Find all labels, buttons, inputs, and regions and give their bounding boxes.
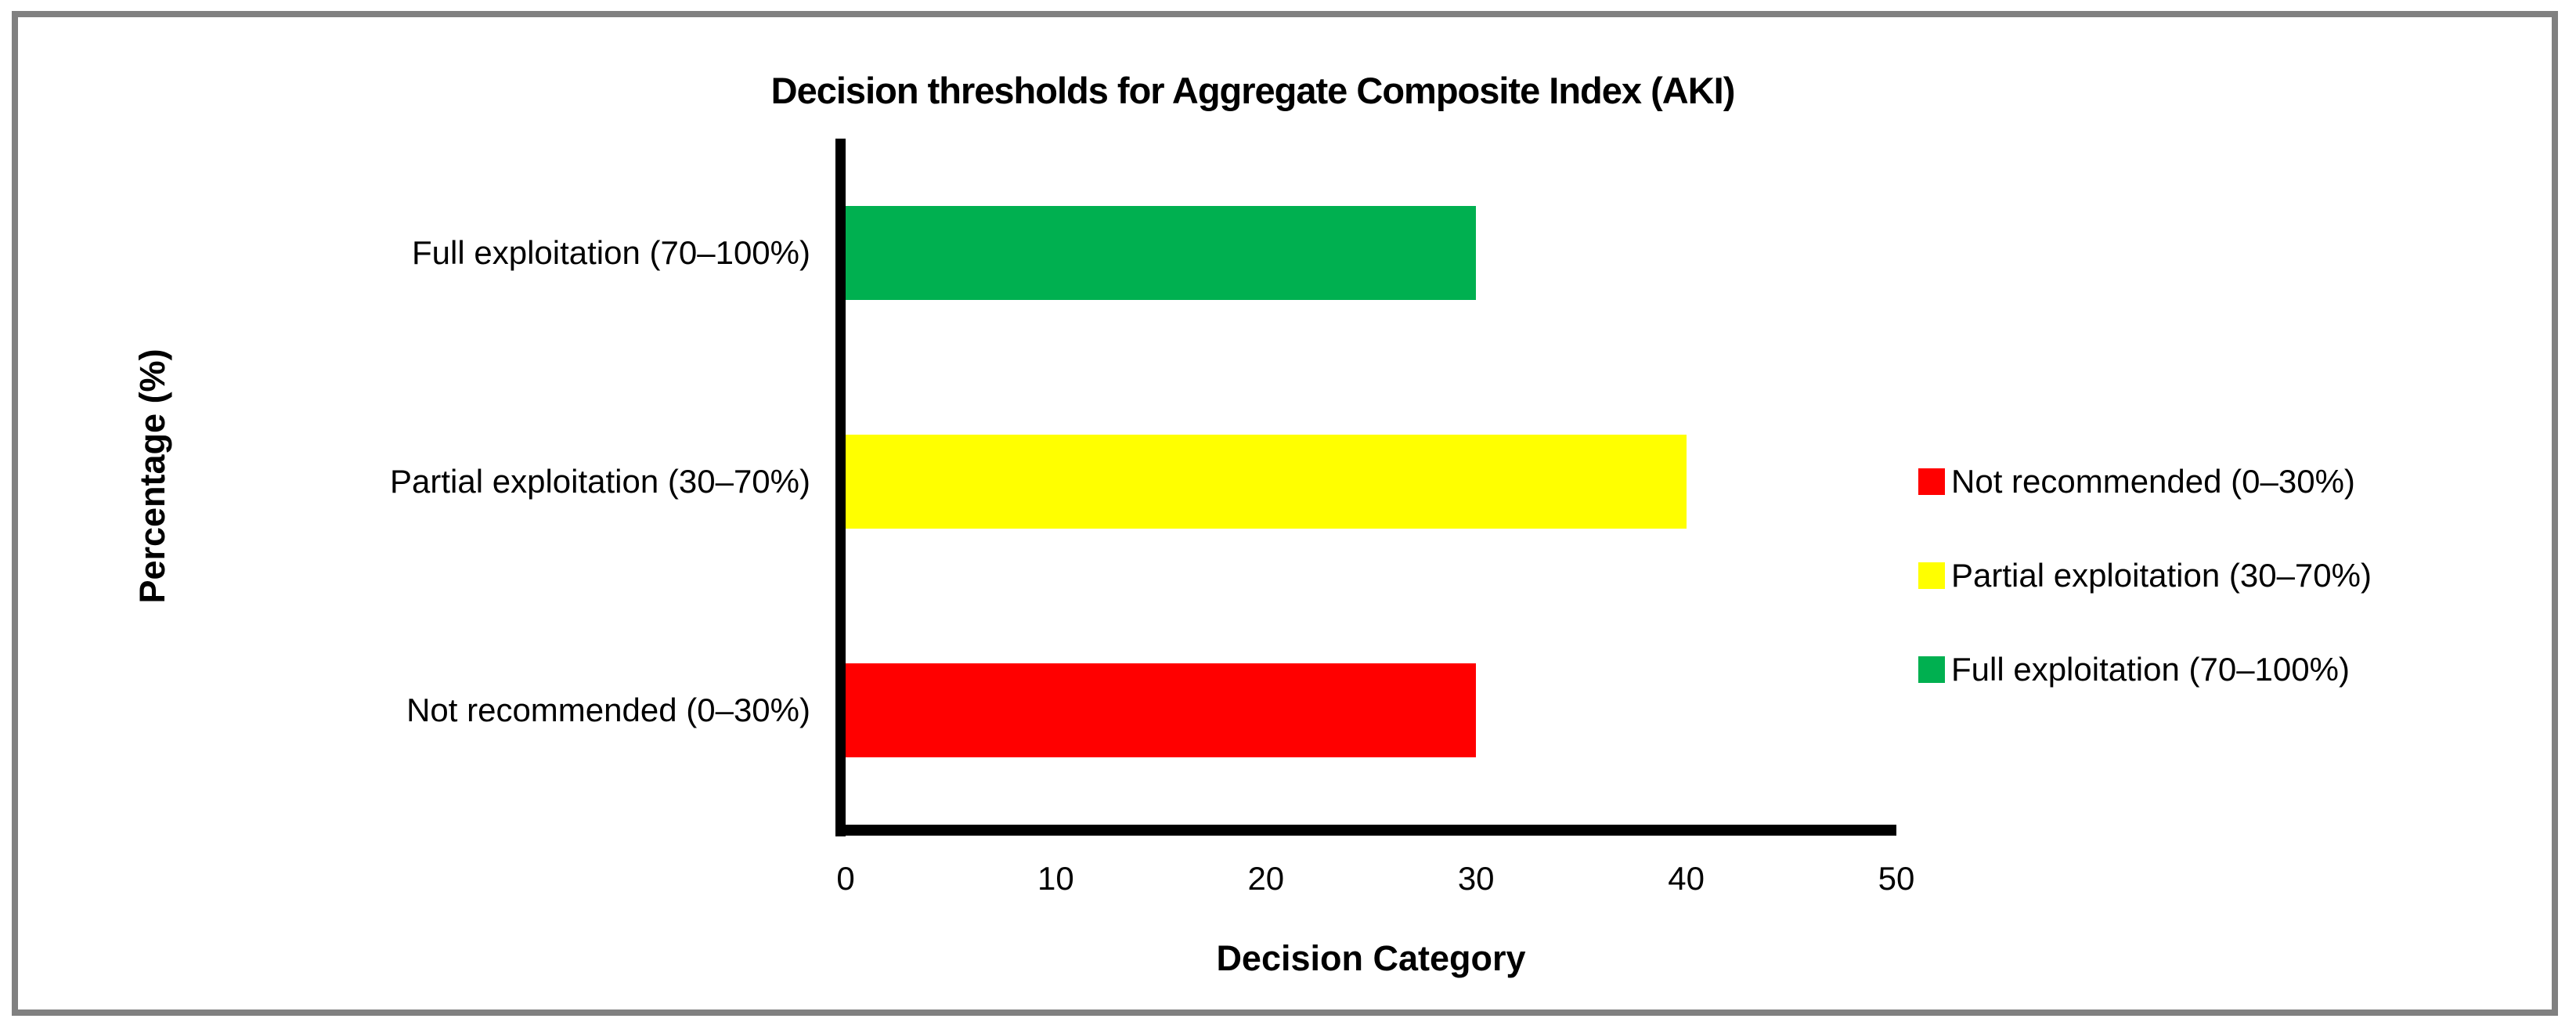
legend-swatch-full-exploitation xyxy=(1918,656,1945,683)
legend-item-partial-exploitation: Partial exploitation (30–70%) xyxy=(1918,554,2372,598)
x-tick-label-40: 40 xyxy=(1668,860,1705,897)
x-axis-line xyxy=(835,825,1896,836)
y-axis-title: Percentage (%) xyxy=(132,349,172,604)
x-tick-label-50: 50 xyxy=(1878,860,1915,897)
y-axis-line xyxy=(835,139,846,836)
category-label-not-recommended: Not recommended (0–30%) xyxy=(406,692,810,728)
x-tick-label-10: 10 xyxy=(1037,860,1074,897)
legend-label-partial-exploitation: Partial exploitation (30–70%) xyxy=(1951,557,2372,594)
category-label-full-exploitation: Full exploitation (70–100%) xyxy=(412,234,810,271)
legend-label-not-recommended: Not recommended (0–30%) xyxy=(1951,463,2355,500)
x-tick-label-30: 30 xyxy=(1457,860,1495,897)
category-label-partial-exploitation: Partial exploitation (30–70%) xyxy=(390,463,810,500)
legend-swatch-not-recommended xyxy=(1918,468,1945,495)
legend-item-not-recommended: Not recommended (0–30%) xyxy=(1918,460,2355,504)
legend-swatch-partial-exploitation xyxy=(1918,562,1945,589)
legend-item-full-exploitation: Full exploitation (70–100%) xyxy=(1918,648,2350,692)
legend-label-full-exploitation: Full exploitation (70–100%) xyxy=(1951,651,2350,688)
x-axis-title: Decision Category xyxy=(1216,938,1526,978)
bar-partial-exploitation xyxy=(846,435,1687,529)
bar-full-exploitation xyxy=(846,206,1476,300)
x-tick-label-0: 0 xyxy=(836,860,855,897)
x-tick-label-20: 20 xyxy=(1247,860,1285,897)
bar-not-recommended xyxy=(846,663,1476,757)
chart-title: Decision thresholds for Aggregate Compos… xyxy=(770,70,1736,111)
